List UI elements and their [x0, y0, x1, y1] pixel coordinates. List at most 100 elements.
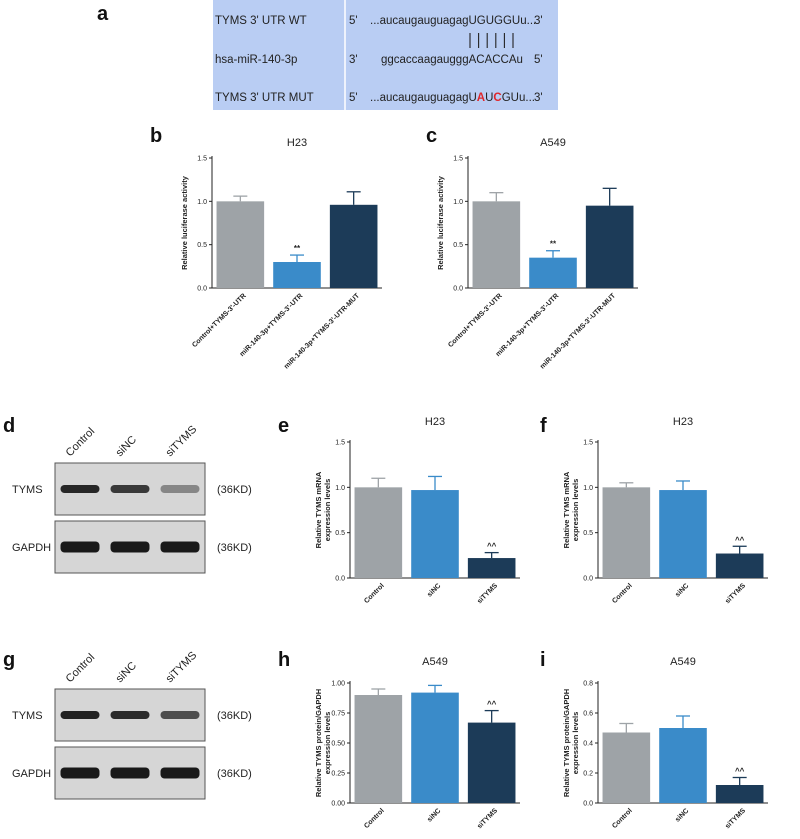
panel-label-h: h [278, 649, 290, 671]
protein-band [160, 767, 200, 779]
significance-label: ** [294, 244, 301, 253]
bar [329, 204, 378, 288]
protein-band [110, 485, 150, 493]
bar [216, 201, 265, 288]
y-tick-label: 0.0 [583, 576, 593, 583]
y-tick-label: 1.5 [583, 440, 593, 447]
y-axis-label: Relative TYMS protein/GAPDHexpression le… [562, 689, 580, 797]
y-tick-label: 0.00 [331, 801, 345, 808]
y-axis-label: Relative luciferase activity [180, 175, 189, 270]
panel-label-c: c [426, 125, 437, 147]
y-tick-label: 0.0 [453, 286, 463, 293]
y-axis-label: Relative TYMS protein/GAPDHexpression le… [314, 689, 332, 797]
protein-label: GAPDH [12, 768, 51, 780]
bar [354, 487, 403, 578]
chart-panel-b: H23 0.0 0.5 1.0 1.5 Relative luciferase activ… [180, 137, 382, 371]
protein-band [160, 711, 200, 719]
seq-mut-mutated-base: C [493, 92, 501, 104]
bar [715, 785, 764, 803]
seq-mut: ...aucaugauguagagUAUCGUu... [370, 92, 535, 104]
protein-label: TYMS [12, 710, 43, 722]
significance-label: ** [550, 240, 557, 249]
x-category-label: siTYMS [724, 582, 747, 605]
y-tick-label: 0.6 [583, 711, 593, 718]
lane-label: siTYMS [164, 649, 200, 685]
molecular-weight-label: (36KD) [217, 542, 252, 554]
y-tick-label: 0.2 [583, 771, 593, 778]
seq-mut-part: ...aucaugauguagagU [370, 92, 477, 104]
y-tick-label: 0.5 [335, 530, 345, 537]
y-tick-label: 1.0 [453, 199, 463, 206]
x-category-label: miR-140-3p+TYMS-3'-UTR [239, 292, 305, 358]
y-tick-label: 0.0 [583, 801, 593, 808]
significance-label: ^^ [487, 700, 497, 709]
y-tick-label: 0.5 [453, 242, 463, 249]
x-category-label: siTYMS [476, 807, 499, 830]
panel-label-g: g [3, 649, 15, 671]
protein-band [110, 541, 150, 553]
y-tick-label: 1.00 [331, 681, 345, 688]
y-tick-label: 0.5 [583, 530, 593, 537]
bar [602, 487, 651, 578]
chart-panel-f: H23 0.0 0.5 1.0 1.5 Relative TYMS mRNAexpress… [562, 416, 768, 605]
x-category-label: siTYMS [476, 582, 499, 605]
panel-label-d: d [3, 415, 15, 437]
chart-title: A549 [422, 656, 448, 668]
seq-wt: ...aucaugauguagagUGUGGUu... [370, 15, 536, 27]
x-category-label: siNC [426, 807, 442, 823]
bar [467, 558, 516, 578]
y-tick-label: 0.5 [197, 242, 207, 249]
lane-label: siNC [114, 434, 139, 459]
bar [715, 553, 764, 578]
bar [354, 695, 403, 803]
bar [659, 490, 707, 578]
y-tick-label: 0.50 [331, 741, 345, 748]
seq-mut-part: U [485, 92, 493, 104]
bar [467, 722, 516, 803]
x-category-label: Control [363, 582, 386, 605]
chart-panel-c: A549 0.0 0.5 1.0 1.5 Relative luciferase acti… [436, 137, 638, 371]
panel-label-b: b [150, 125, 162, 147]
y-tick-label: 1.0 [335, 485, 345, 492]
y-tick-label: 1.0 [197, 199, 207, 206]
x-category-label: Control [611, 582, 634, 605]
protein-label: GAPDH [12, 542, 51, 554]
y-axis-label: Relative luciferase activity [436, 175, 445, 270]
protein-band [160, 541, 200, 553]
x-category-label: Control+TYMS-3'-UTR [447, 292, 504, 349]
protein-label: TYMS [12, 484, 43, 496]
x-category-label: siNC [426, 582, 442, 598]
western-blot-d: Control siNC siTYMS TYMS (36KD) GAPDH (36KD) [12, 423, 252, 574]
seq-wt-part: ...aucaugauguagagUGUGGUu... [370, 15, 536, 27]
bar [472, 201, 521, 288]
protein-band [160, 485, 200, 493]
lane-label: Control [64, 426, 98, 460]
seq-end5-wt: 5' [349, 15, 358, 27]
molecular-weight-label: (36KD) [217, 710, 252, 722]
seq-end3-mirna: 5' [534, 54, 543, 66]
bar [529, 257, 577, 288]
protein-band [60, 767, 100, 779]
bar [602, 732, 651, 803]
molecular-weight-label: (36KD) [217, 768, 252, 780]
protein-band [60, 485, 100, 493]
panel-label-f: f [540, 415, 547, 437]
y-tick-label: 1.5 [453, 156, 463, 163]
seq-name-mut: TYMS 3' UTR MUT [215, 92, 314, 104]
bar [659, 728, 707, 803]
seq-mirna-part: ggcaccaagaugggACACCAu [381, 54, 523, 66]
significance-label: ^^ [735, 767, 745, 776]
bar [273, 262, 321, 288]
y-axis-label: Relative TYMS mRNAexpression levels [562, 471, 580, 548]
x-category-label: Control [611, 807, 634, 830]
significance-label: ^^ [735, 535, 745, 544]
y-tick-label: 0.0 [335, 576, 345, 583]
chart-title: H23 [287, 137, 307, 149]
seq-mut-mutated-base: A [477, 92, 485, 104]
protein-band [60, 541, 100, 553]
pairing-bars [469, 33, 514, 48]
chart-title: A549 [540, 137, 566, 149]
y-tick-label: 1.0 [583, 485, 593, 492]
